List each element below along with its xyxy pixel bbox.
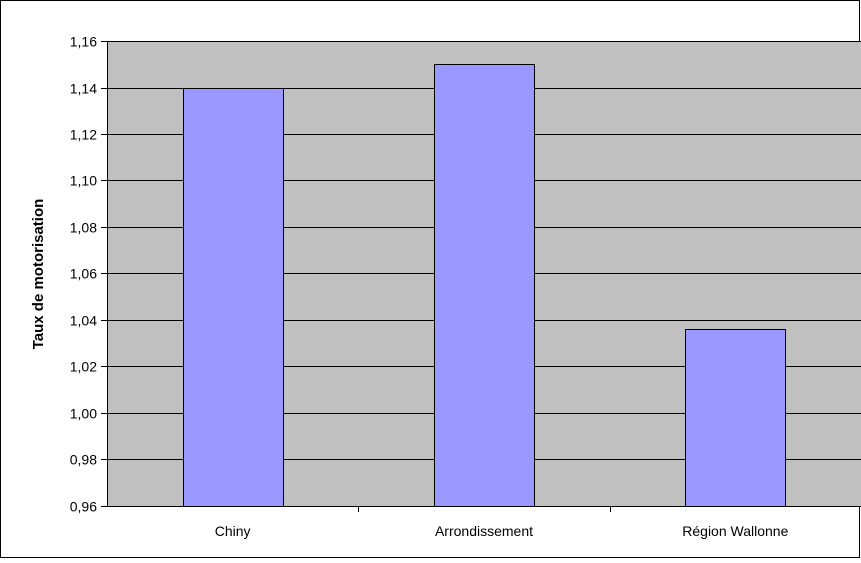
bars (183, 64, 786, 507)
x-tick-label: Chiny (215, 523, 251, 539)
x-tick-labels: Chiny Arrondissement Région Wallonne (215, 523, 789, 539)
y-tick-label: 1,06 (70, 266, 97, 282)
y-tick-label: 1,00 (70, 406, 97, 422)
y-tick-label: 1,02 (70, 359, 97, 375)
y-tick-label: 1,12 (70, 127, 97, 143)
x-tick-label: Région Wallonne (682, 523, 788, 539)
y-tick-label: 0,98 (70, 452, 97, 468)
bar (685, 329, 786, 507)
axes (101, 41, 861, 512)
y-tick-label: 0,96 (70, 499, 97, 515)
y-tick-label: 1,08 (70, 220, 97, 236)
y-tick-label: 1,16 (70, 34, 97, 50)
y-tick-label: 1,14 (70, 81, 97, 97)
y-axis-label: Taux de motorisation (30, 199, 47, 350)
x-tick-label: Arrondissement (435, 523, 533, 539)
y-tick-label: 1,04 (70, 313, 97, 329)
bar (183, 88, 284, 507)
bar (434, 64, 535, 507)
y-tick-label: 1,10 (70, 173, 97, 189)
y-tick-labels: 0,96 0,98 1,00 1,02 1,04 1,06 1,08 1,10 1,12 1,14… (70, 34, 97, 515)
